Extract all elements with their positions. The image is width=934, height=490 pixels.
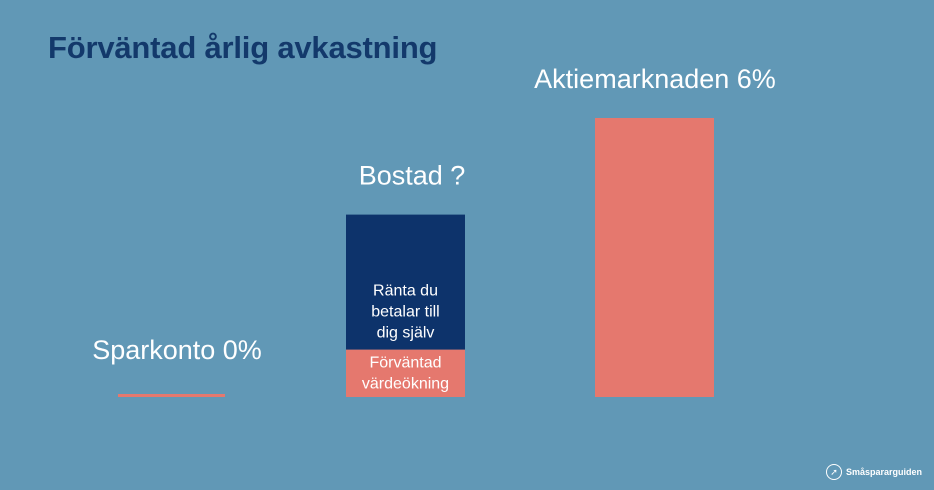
label-sparkonto: Sparkonto 0% <box>92 335 262 365</box>
segment-label-line: dig själv <box>377 325 435 342</box>
chart-title: Förväntad årlig avkastning <box>48 30 438 65</box>
brand-logo: ➚ Småspararguiden <box>825 464 922 480</box>
segment-label-vardeokning: Förväntad värdeökning <box>362 355 449 393</box>
compass-icon: ➚ <box>825 464 842 480</box>
label-aktiemarknaden: Aktiemarknaden 6% <box>534 64 776 94</box>
label-bostad: Bostad ? <box>359 161 466 191</box>
segment-label-line: Förväntad <box>369 355 441 372</box>
segment-label-line: betalar till <box>371 304 439 321</box>
segment-bostad-ranta <box>346 214 465 350</box>
segment-label-ranta: Ränta du betalar till dig själv <box>371 283 439 342</box>
segment-label-line: Ränta du <box>373 283 438 300</box>
segment-label-line: värdeökning <box>362 376 449 393</box>
segment-bostad-vardeokning <box>346 349 465 397</box>
brand-name: Småspararguiden <box>845 467 922 477</box>
bar-sparkonto <box>118 394 225 397</box>
bar-aktiemarknaden <box>595 118 714 397</box>
